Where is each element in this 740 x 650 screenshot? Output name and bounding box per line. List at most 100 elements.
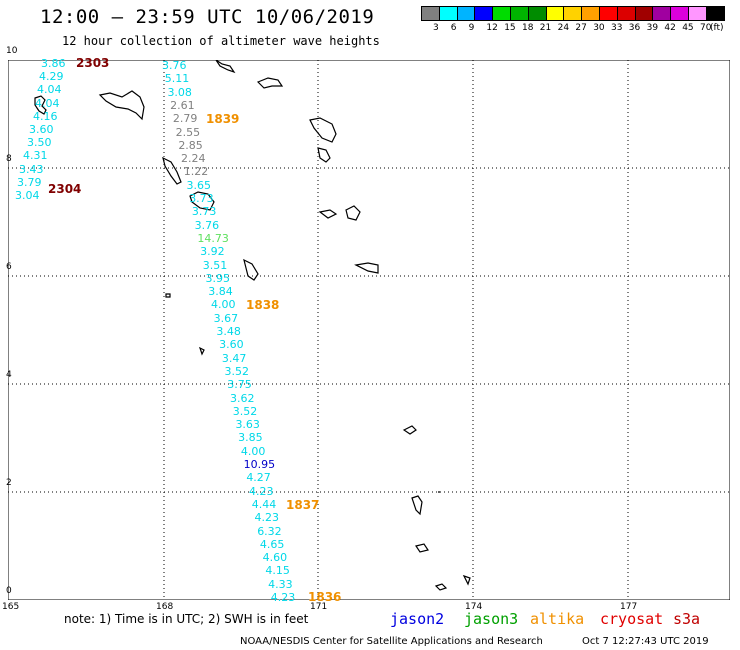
wave-height-value: 3.67 bbox=[213, 311, 239, 325]
wave-height-value: 2.24 bbox=[181, 152, 206, 166]
wave-height-value: 3.47 bbox=[221, 351, 247, 365]
wave-height-value: 3.62 bbox=[230, 391, 255, 405]
wave-height-value: 4.15 bbox=[265, 564, 290, 578]
wave-height-value: 4.04 bbox=[35, 96, 60, 110]
wave-height-value: 1.22 bbox=[183, 165, 209, 179]
wave-height-value: 3.73 bbox=[191, 205, 217, 219]
legend-swatch bbox=[688, 6, 707, 21]
island-atoll bbox=[411, 495, 423, 516]
island-atoll bbox=[98, 90, 145, 121]
wave-height-value: 3.75 bbox=[227, 378, 252, 392]
wave-height-value: 3.95 bbox=[205, 271, 231, 285]
island-atoll bbox=[402, 425, 417, 435]
wave-height-value: 4.27 bbox=[246, 471, 271, 485]
island-atoll bbox=[198, 346, 205, 356]
wave-height-value: 4.23 bbox=[270, 591, 296, 604]
wave-height-value: 4.23 bbox=[254, 511, 279, 525]
map-frame bbox=[8, 60, 730, 600]
wave-height-value: 3.76 bbox=[162, 59, 187, 72]
wave-height-value: 3.76 bbox=[194, 218, 220, 232]
legend-swatch bbox=[670, 6, 690, 21]
legend-swatch bbox=[652, 6, 672, 21]
y-tick-label: 8 bbox=[6, 154, 12, 164]
island-atoll bbox=[34, 95, 47, 115]
wave-height-value: 3.50 bbox=[27, 136, 52, 150]
island-atoll bbox=[345, 205, 361, 221]
wave-height-value: 4.04 bbox=[37, 83, 62, 97]
legend-label: 30 bbox=[593, 23, 605, 33]
legend-swatch bbox=[563, 6, 583, 21]
legend-label: 3 bbox=[433, 23, 439, 33]
wave-height-value: 3.85 bbox=[238, 431, 263, 445]
observation-time: 1839 bbox=[206, 112, 240, 126]
islands bbox=[34, 60, 471, 591]
wave-height-value: 3.43 bbox=[19, 162, 44, 176]
wave-height-value: 3.92 bbox=[200, 245, 225, 259]
page-subtitle: 12 hour collection of altimeter wave hei… bbox=[62, 34, 380, 48]
wave-height-value: 4.31 bbox=[23, 149, 48, 163]
wave-height-value: 3.52 bbox=[224, 364, 250, 378]
wave-height-value: 4.16 bbox=[33, 109, 58, 123]
legend-label: 45 bbox=[682, 23, 694, 33]
wave-height-value: 10.95 bbox=[243, 458, 276, 471]
x-tick-label: 174 bbox=[465, 602, 483, 612]
island-atoll bbox=[256, 77, 284, 89]
island-atoll bbox=[415, 543, 429, 553]
grid bbox=[8, 60, 730, 600]
wave-height-value: 3.48 bbox=[216, 325, 241, 338]
legend-swatch bbox=[616, 6, 636, 21]
legend-label: 9 bbox=[468, 23, 475, 33]
island-atoll bbox=[165, 293, 171, 298]
wave-height-value: 4.29 bbox=[39, 70, 64, 84]
page-title: 12:00 — 23:59 UTC 10/06/2019 bbox=[40, 6, 375, 28]
wave-height-value: 4.60 bbox=[262, 551, 288, 565]
wave-height-value: 4.00 bbox=[210, 298, 236, 312]
legend-label: 15 bbox=[504, 23, 516, 33]
credit-text: NOAA/NESDIS Center for Satellite Applica… bbox=[240, 636, 543, 647]
wave-height-value: 3.79 bbox=[17, 175, 42, 189]
wave-height-value: 3.51 bbox=[202, 258, 228, 272]
legend-swatch bbox=[438, 6, 458, 21]
wave-height-value: 3.65 bbox=[186, 178, 211, 192]
legend-label: 18 bbox=[522, 23, 534, 33]
legend-label: 21 bbox=[539, 23, 552, 33]
x-tick-label: 171 bbox=[310, 602, 328, 612]
island-atoll bbox=[309, 117, 337, 143]
wave-height-value: 3.04 bbox=[15, 189, 40, 202]
legend-swatch bbox=[510, 6, 529, 21]
legend-unit: (ft) bbox=[710, 23, 724, 33]
observation-time: 2303 bbox=[76, 56, 110, 70]
legend-swatch bbox=[474, 6, 494, 21]
wave-height-value: 3.63 bbox=[235, 418, 260, 432]
legend-swatch bbox=[581, 6, 601, 21]
wave-height-value: 2.79 bbox=[172, 112, 198, 126]
legend-label: 39 bbox=[646, 23, 659, 33]
wave-height-value: 2.85 bbox=[178, 138, 203, 152]
wave-height-value: 3.52 bbox=[232, 404, 258, 418]
legend-swatch bbox=[545, 6, 565, 21]
island-atoll bbox=[189, 191, 215, 211]
wave-height-value: 4.65 bbox=[259, 537, 285, 551]
map-border bbox=[8, 60, 730, 600]
wave-height-value: 4.44 bbox=[251, 497, 277, 511]
legend-label: 27 bbox=[575, 23, 587, 33]
legend-swatch bbox=[527, 6, 547, 21]
y-tick-label: 2 bbox=[6, 478, 12, 488]
island-atoll bbox=[434, 583, 448, 591]
legend-swatch bbox=[421, 6, 440, 21]
satellite-label: jason2 bbox=[390, 610, 445, 628]
satellite-label: s3a bbox=[673, 610, 701, 628]
observation-time: 1838 bbox=[246, 298, 280, 312]
observation-time: 1836 bbox=[308, 590, 342, 604]
wave-height-value: 3.84 bbox=[208, 285, 233, 299]
island-atoll bbox=[462, 574, 471, 586]
legend-label: 70 bbox=[700, 23, 712, 33]
wave-height-value: 6.32 bbox=[257, 524, 282, 538]
island-atoll bbox=[215, 60, 236, 74]
legend-swatch bbox=[634, 6, 654, 21]
island-atoll bbox=[318, 209, 338, 219]
wave-height-value: 2.55 bbox=[175, 125, 201, 139]
legend-swatch bbox=[705, 6, 725, 21]
wave-height-value: 3.60 bbox=[29, 123, 54, 136]
footer-note: note: 1) Time is in UTC; 2) SWH is in fe… bbox=[64, 612, 309, 626]
